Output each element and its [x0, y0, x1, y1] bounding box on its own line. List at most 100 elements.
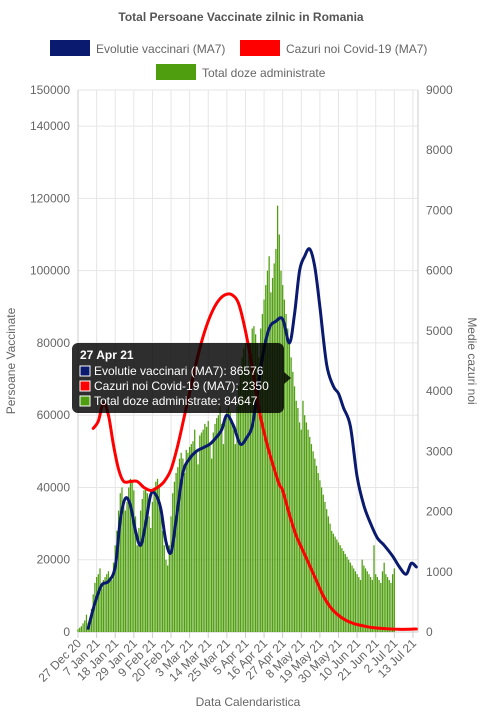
bar[interactable]: [253, 326, 255, 632]
bar[interactable]: [139, 510, 142, 632]
bar[interactable]: [310, 444, 313, 632]
bar[interactable]: [353, 568, 355, 632]
bar[interactable]: [210, 458, 213, 632]
bar[interactable]: [293, 386, 296, 632]
bar[interactable]: [288, 342, 291, 632]
bar[interactable]: [146, 493, 148, 632]
legend-item-doze[interactable]: Total doze administrate: [156, 64, 326, 80]
bar[interactable]: [212, 432, 214, 632]
bar[interactable]: [185, 449, 187, 632]
bar[interactable]: [304, 415, 306, 632]
bar[interactable]: [239, 371, 242, 632]
bar[interactable]: [358, 577, 360, 632]
bar[interactable]: [145, 487, 147, 632]
bar[interactable]: [241, 357, 243, 632]
bar[interactable]: [292, 371, 294, 632]
bar[interactable]: [246, 371, 248, 632]
bar[interactable]: [295, 400, 297, 632]
bar[interactable]: [192, 441, 194, 632]
bar[interactable]: [317, 473, 319, 632]
bar[interactable]: [249, 342, 252, 632]
bar[interactable]: [95, 577, 98, 632]
bar[interactable]: [161, 530, 164, 632]
bar[interactable]: [165, 559, 167, 632]
bar[interactable]: [381, 571, 384, 632]
bar[interactable]: [84, 620, 86, 632]
bar[interactable]: [150, 527, 152, 632]
bar[interactable]: [143, 490, 145, 632]
bar[interactable]: [180, 452, 182, 632]
bar[interactable]: [322, 494, 324, 632]
bar[interactable]: [232, 429, 235, 632]
bar[interactable]: [326, 509, 328, 632]
bar[interactable]: [178, 458, 181, 632]
line-vaccinari[interactable]: [86, 247, 418, 630]
bar[interactable]: [373, 545, 375, 632]
bar[interactable]: [219, 406, 221, 632]
bar[interactable]: [314, 458, 316, 632]
bar[interactable]: [302, 400, 304, 632]
bar[interactable]: [182, 458, 184, 632]
bar[interactable]: [391, 574, 394, 632]
bar[interactable]: [334, 536, 336, 632]
bar[interactable]: [385, 574, 387, 632]
bar[interactable]: [221, 423, 223, 632]
bar[interactable]: [363, 565, 365, 632]
bar[interactable]: [170, 516, 172, 632]
bar[interactable]: [300, 429, 302, 632]
bar[interactable]: [349, 562, 351, 632]
bar[interactable]: [97, 574, 99, 632]
bar[interactable]: [156, 478, 159, 632]
bar[interactable]: [234, 444, 236, 632]
bar[interactable]: [214, 423, 216, 632]
bar[interactable]: [342, 551, 345, 632]
bar[interactable]: [276, 205, 279, 633]
legend-item-cazuri[interactable]: Cazuri noi Covid-19 (MA7): [240, 40, 427, 56]
bar[interactable]: [339, 545, 341, 632]
bar[interactable]: [207, 420, 209, 632]
bar[interactable]: [183, 473, 186, 632]
bar[interactable]: [265, 285, 267, 632]
bar[interactable]: [258, 357, 260, 632]
bar[interactable]: [380, 582, 382, 632]
bar[interactable]: [248, 351, 250, 632]
bar[interactable]: [77, 629, 79, 632]
bar[interactable]: [112, 562, 115, 632]
bar[interactable]: [195, 449, 198, 632]
bar[interactable]: [305, 422, 307, 632]
bar[interactable]: [189, 446, 191, 632]
bar[interactable]: [390, 582, 392, 632]
bar[interactable]: [138, 527, 140, 632]
bar[interactable]: [82, 623, 84, 632]
bar[interactable]: [364, 568, 367, 632]
bar[interactable]: [155, 481, 157, 632]
bar[interactable]: [222, 444, 225, 632]
bar[interactable]: [236, 406, 238, 632]
bar[interactable]: [133, 490, 135, 632]
bar[interactable]: [158, 487, 160, 632]
bar[interactable]: [194, 429, 196, 632]
bar[interactable]: [275, 248, 277, 632]
bar[interactable]: [383, 562, 385, 632]
bar[interactable]: [136, 545, 138, 632]
bar[interactable]: [80, 626, 83, 632]
bar[interactable]: [341, 548, 343, 632]
bar[interactable]: [261, 314, 264, 632]
bar[interactable]: [243, 348, 245, 632]
bar[interactable]: [99, 568, 101, 632]
bar[interactable]: [280, 270, 282, 632]
bar[interactable]: [217, 415, 220, 632]
bar[interactable]: [197, 464, 199, 632]
bar[interactable]: [290, 357, 292, 632]
bar[interactable]: [190, 444, 192, 632]
bar[interactable]: [141, 499, 143, 632]
bar[interactable]: [283, 299, 286, 632]
bar[interactable]: [204, 423, 206, 632]
bar[interactable]: [199, 435, 201, 632]
bar[interactable]: [167, 565, 169, 632]
bar[interactable]: [106, 574, 108, 632]
bar[interactable]: [312, 451, 314, 632]
bar[interactable]: [131, 481, 133, 632]
bar[interactable]: [254, 334, 257, 632]
bar[interactable]: [285, 314, 287, 632]
